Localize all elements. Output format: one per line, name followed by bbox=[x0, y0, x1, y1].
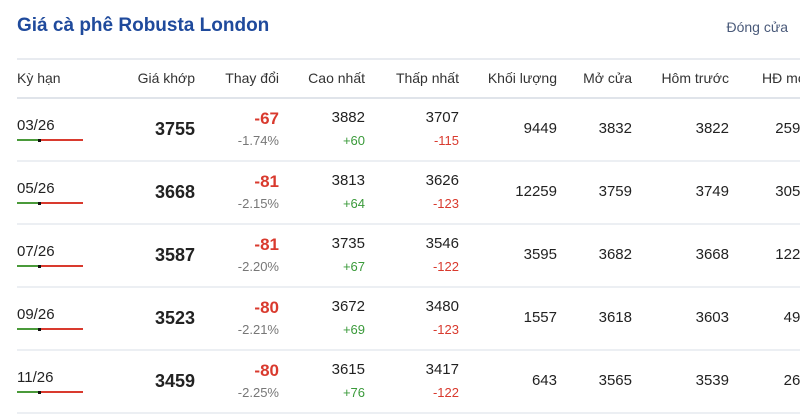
match-price: 3523 bbox=[154, 308, 195, 328]
low: 3417 bbox=[425, 361, 459, 378]
change: -80 bbox=[254, 361, 279, 380]
range-marker bbox=[38, 138, 42, 142]
low-diff: -122 bbox=[432, 259, 459, 274]
open: 3565 bbox=[598, 372, 632, 389]
range-marker bbox=[38, 327, 42, 331]
match-price: 3755 bbox=[154, 119, 195, 139]
high-diff: +69 bbox=[342, 322, 365, 337]
table-header: Kỳ hạn Giá khớp Thay đổi Cao nhất Thấp n… bbox=[17, 58, 800, 99]
header-open: Mở cửa bbox=[583, 70, 632, 86]
open: 3759 bbox=[598, 183, 632, 200]
open-interest: 12217 bbox=[775, 246, 800, 263]
change-percent: -1.74% bbox=[237, 133, 279, 148]
open-interest: 30502 bbox=[775, 183, 800, 200]
high: 3813 bbox=[331, 172, 365, 189]
open-interest: 2626 bbox=[783, 372, 800, 389]
open-interest: 4950 bbox=[783, 309, 800, 326]
range-marker bbox=[38, 201, 42, 205]
header-term: Kỳ hạn bbox=[17, 70, 61, 86]
header-open-interest: HĐ mở bbox=[762, 70, 800, 86]
table-row[interactable]: 05/26 3668 -81 -2.15% 3813 +64 3626 -123… bbox=[17, 162, 800, 225]
change-percent: -2.21% bbox=[237, 322, 279, 337]
open-interest: 25901 bbox=[775, 120, 800, 137]
day-range-bar bbox=[17, 264, 83, 268]
previous-close: 3749 bbox=[695, 183, 729, 200]
low-diff: -115 bbox=[433, 133, 459, 148]
table-row[interactable]: 07/26 3587 -81 -2.20% 3735 +67 3546 -122… bbox=[17, 225, 800, 288]
high-diff: +64 bbox=[342, 196, 365, 211]
term: 03/26 bbox=[17, 117, 55, 134]
high: 3735 bbox=[331, 235, 365, 252]
low-diff: -123 bbox=[432, 196, 459, 211]
header-volume: Khối lượng bbox=[487, 70, 557, 86]
header-change: Thay đổi bbox=[225, 70, 279, 86]
change: -80 bbox=[254, 298, 279, 317]
high-diff: +60 bbox=[342, 133, 365, 148]
high: 3672 bbox=[331, 298, 365, 315]
range-marker bbox=[38, 390, 42, 394]
high: 3615 bbox=[331, 361, 365, 378]
table-row[interactable]: 11/26 3459 -80 -2.25% 3615 +76 3417 -122… bbox=[17, 351, 800, 414]
change: -81 bbox=[254, 235, 279, 254]
volume: 12259 bbox=[515, 183, 557, 200]
term: 07/26 bbox=[17, 243, 55, 260]
match-price: 3459 bbox=[154, 371, 195, 391]
previous-close: 3822 bbox=[695, 120, 729, 137]
market-status: Đóng cửa bbox=[726, 19, 788, 35]
open: 3832 bbox=[598, 120, 632, 137]
day-range-bar bbox=[17, 138, 83, 142]
day-range-bar bbox=[17, 390, 83, 394]
volume: 643 bbox=[531, 372, 557, 389]
low-diff: -123 bbox=[432, 322, 459, 337]
low: 3480 bbox=[425, 298, 459, 315]
low-diff: -122 bbox=[432, 385, 459, 400]
high: 3882 bbox=[331, 109, 365, 126]
high-diff: +76 bbox=[342, 385, 365, 400]
volume: 3595 bbox=[523, 246, 557, 263]
previous-close: 3603 bbox=[695, 309, 729, 326]
change-percent: -2.20% bbox=[237, 259, 279, 274]
low: 3626 bbox=[425, 172, 459, 189]
match-price: 3668 bbox=[154, 182, 195, 202]
volume: 1557 bbox=[523, 309, 557, 326]
term: 05/26 bbox=[17, 180, 55, 197]
table-row[interactable]: 03/26 3755 -67 -1.74% 3882 +60 3707 -115… bbox=[17, 99, 800, 162]
open: 3618 bbox=[598, 309, 632, 326]
low: 3707 bbox=[425, 109, 459, 126]
header-prev: Hôm trước bbox=[661, 70, 729, 86]
change-percent: -2.25% bbox=[237, 385, 279, 400]
range-marker bbox=[38, 264, 42, 268]
change-percent: -2.15% bbox=[237, 196, 279, 211]
low: 3546 bbox=[425, 235, 459, 252]
change: -81 bbox=[254, 172, 279, 191]
open: 3682 bbox=[598, 246, 632, 263]
header-price: Giá khớp bbox=[137, 70, 195, 86]
day-range-bar bbox=[17, 201, 83, 205]
match-price: 3587 bbox=[154, 245, 195, 265]
page-title: Giá cà phê Robusta London bbox=[17, 15, 270, 36]
header-low: Thấp nhất bbox=[395, 70, 459, 86]
price-table: Kỳ hạn Giá khớp Thay đổi Cao nhất Thấp n… bbox=[17, 58, 800, 414]
previous-close: 3668 bbox=[695, 246, 729, 263]
high-diff: +67 bbox=[342, 259, 365, 274]
table-row[interactable]: 09/26 3523 -80 -2.21% 3672 +69 3480 -123… bbox=[17, 288, 800, 351]
volume: 9449 bbox=[523, 120, 557, 137]
header-high: Cao nhất bbox=[308, 70, 365, 86]
term: 09/26 bbox=[17, 306, 55, 323]
term: 11/26 bbox=[17, 369, 54, 386]
previous-close: 3539 bbox=[695, 372, 729, 389]
day-range-bar bbox=[17, 327, 83, 331]
change: -67 bbox=[254, 109, 279, 128]
